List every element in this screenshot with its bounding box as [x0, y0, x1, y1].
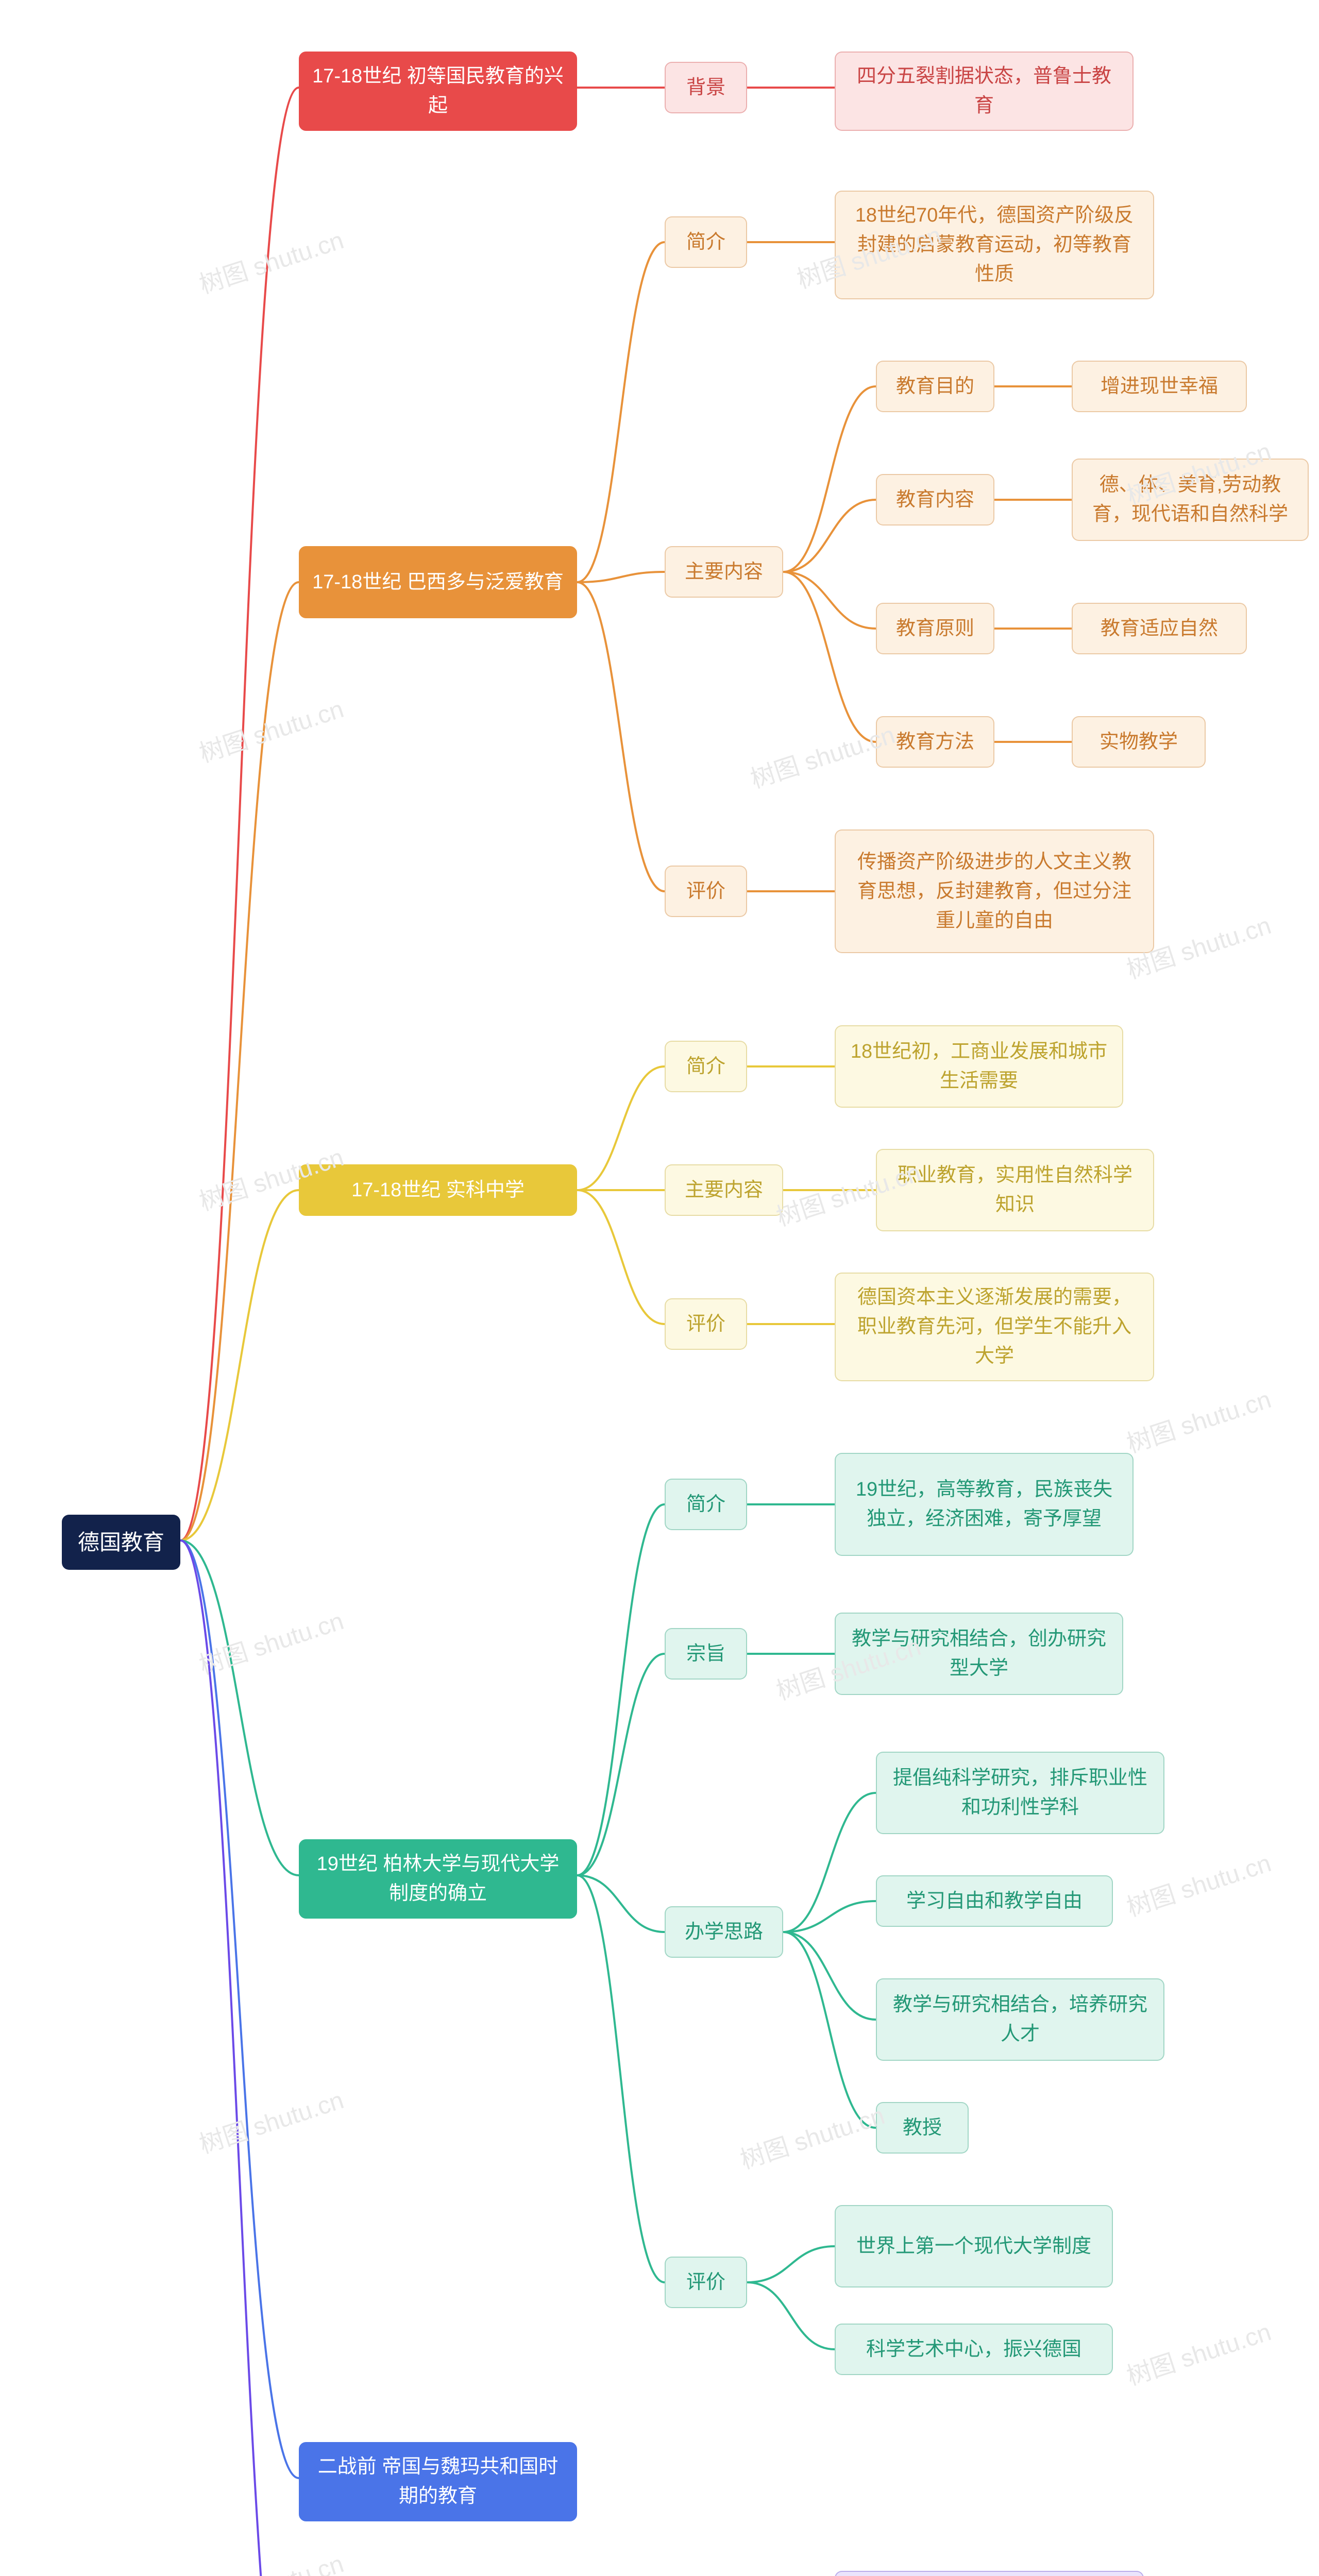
mindmap-node[interactable]: 教育方法 — [876, 716, 994, 768]
node-label: 简介 — [686, 1490, 725, 1519]
node-label: 简介 — [686, 228, 725, 257]
mindmap-node[interactable]: 科学艺术中心，振兴德国 — [835, 2324, 1113, 2375]
watermark: 树图 shutu.cn — [1121, 2312, 1275, 2392]
node-label: 17-18世纪 实科中学 — [351, 1176, 525, 1205]
watermark: 树图 shutu.cn — [194, 2544, 347, 2576]
mindmap-node[interactable]: 主要内容 — [665, 546, 783, 598]
node-label: 德国教育 — [78, 1526, 164, 1558]
mindmap-node[interactable]: 教育内容 — [876, 474, 994, 526]
mindmap-node[interactable]: 德、体、美育,劳动教育，现代语和自然科学 — [1072, 459, 1309, 541]
node-label: 四分五裂割据状态，普鲁士教育 — [848, 62, 1120, 121]
mindmap-node[interactable]: 评价 — [665, 1298, 747, 1350]
mindmap-node[interactable]: 主要内容 — [665, 1164, 783, 1216]
node-label: 背景 — [686, 73, 725, 103]
mindmap-node[interactable]: 18世纪70年代，德国资产阶级反封建的启蒙教育运动，初等教育性质 — [835, 191, 1154, 299]
mindmap-node[interactable]: 教育适应自然 — [1072, 603, 1247, 654]
node-label: 18世纪初，工商业发展和城市生活需要 — [848, 1037, 1110, 1096]
node-label: 宗旨 — [686, 1639, 725, 1669]
node-label: 19世纪 柏林大学与现代大学制度的确立 — [312, 1850, 564, 1908]
mindmap-node[interactable]: 简介 — [665, 1041, 747, 1092]
mindmap-node[interactable]: 职业教育，实用性自然科学知识 — [876, 1149, 1154, 1231]
watermark: 树图 shutu.cn — [1121, 1379, 1275, 1460]
node-label: 办学思路 — [685, 1918, 763, 1947]
mindmap-node[interactable]: 教授 — [876, 2102, 969, 2154]
node-label: 实物教学 — [1100, 727, 1178, 757]
mindmap-node[interactable]: 教育原则 — [876, 603, 994, 654]
node-label: 职业教育，实用性自然科学知识 — [889, 1161, 1141, 1219]
mindmap-root[interactable]: 德国教育 — [62, 1515, 180, 1570]
mindmap-node[interactable]: 17-18世纪 初等国民教育的兴起 — [299, 52, 577, 131]
watermark: 树图 shutu.cn — [194, 220, 347, 300]
node-label: 17-18世纪 初等国民教育的兴起 — [312, 62, 564, 121]
node-label: 19世纪，高等教育，民族丧失独立，经济困难，寄予厚望 — [848, 1475, 1120, 1534]
mindmap-node[interactable]: 传播资产阶级进步的人文主义教育思想，反封建教育，但过分注重儿童的自由 — [835, 829, 1154, 953]
node-label: 提倡纯科学研究，排斥职业性和功利性学科 — [889, 1764, 1151, 1822]
mindmap-node[interactable]: 17-18世纪 实科中学 — [299, 1164, 577, 1216]
node-label: 评价 — [686, 1310, 725, 1339]
mindmap-node[interactable]: 教学与研究相结合，培养研究人才 — [876, 1978, 1164, 2061]
watermark: 树图 shutu.cn — [194, 2080, 347, 2160]
mindmap-node[interactable]: 学习自由和教学自由 — [876, 1875, 1113, 1927]
mindmap-node[interactable]: 19世纪，高等教育，民族丧失独立，经济困难，寄予厚望 — [835, 1453, 1134, 1556]
watermark: 树图 shutu.cn — [194, 1601, 347, 1681]
mindmap-node[interactable]: 世界上第一个现代大学制度 — [835, 2205, 1113, 2287]
mindmap-node[interactable]: 德国资本主义逐渐发展的需要，职业教育先河，但学生不能升入大学 — [835, 1273, 1154, 1381]
mindmap-node[interactable]: 四分五裂割据状态，普鲁士教育 — [835, 52, 1134, 131]
mindmap-node[interactable]: 增进现世幸福 — [1072, 361, 1247, 412]
node-label: 教学与研究相结合，创办研究型大学 — [848, 1624, 1110, 1683]
node-label: 世界上第一个现代大学制度 — [856, 2232, 1091, 2261]
node-label: 教育方法 — [896, 727, 974, 757]
node-label: 学习自由和教学自由 — [906, 1887, 1083, 1916]
node-label: 教育适应自然 — [1101, 614, 1218, 643]
mindmap-node[interactable]: 19世纪 柏林大学与现代大学制度的确立 — [299, 1839, 577, 1919]
node-label: 教育原则 — [896, 614, 974, 643]
node-label: 17-18世纪 巴西多与泛爱教育 — [312, 568, 564, 597]
mindmap-node[interactable]: 提倡纯科学研究，排斥职业性和功利性学科 — [876, 1752, 1164, 1834]
watermark: 树图 shutu.cn — [735, 2095, 888, 2176]
node-label: 教育内容 — [896, 485, 974, 515]
node-label: 德、体、美育,劳动教育，现代语和自然科学 — [1085, 470, 1295, 529]
mindmap-node[interactable]: 18世纪初，工商业发展和城市生活需要 — [835, 1025, 1123, 1108]
node-label: 评价 — [686, 2268, 725, 2297]
node-label: 德国资本主义逐渐发展的需要，职业教育先河，但学生不能升入大学 — [848, 1283, 1141, 1371]
node-label: 二战前 帝国与魏玛共和国时期的教育 — [312, 2452, 564, 2511]
node-label: 简介 — [686, 1052, 725, 1081]
node-label: 教学与研究相结合，培养研究人才 — [889, 1990, 1151, 2049]
mindmap-node[interactable]: 教学与研究相结合，创办研究型大学 — [835, 1613, 1123, 1695]
mindmap-node[interactable]: 评价 — [665, 866, 747, 917]
node-label: 主要内容 — [685, 557, 763, 587]
mindmap-node[interactable]: 简介 — [665, 216, 747, 268]
mindmap-node[interactable]: 背景 — [665, 62, 747, 113]
mindmap-node[interactable]: 教育目的 — [876, 361, 994, 412]
mindmap-node[interactable]: 宗旨 — [665, 1628, 747, 1680]
watermark: 树图 shutu.cn — [1121, 1843, 1275, 1923]
mindmap-node[interactable]: 简介 — [665, 1479, 747, 1530]
node-label: 18世纪70年代，德国资产阶级反封建的启蒙教育运动，初等教育性质 — [848, 201, 1141, 289]
node-label: 主要内容 — [685, 1176, 763, 1205]
mindmap-node[interactable]: 办学思路 — [665, 1906, 783, 1958]
node-label: 教授 — [903, 2113, 942, 2143]
node-label: 教育目的 — [896, 372, 974, 401]
mindmap-node[interactable]: 二战前 帝国与魏玛共和国时期的教育 — [299, 2442, 577, 2521]
mindmap-node[interactable]: 二战后，受美苏影响，总纲计划探讨普通初等和中等教育的问题 — [835, 2571, 1144, 2576]
node-label: 增进现世幸福 — [1101, 372, 1218, 401]
mindmap-node[interactable]: 实物教学 — [1072, 716, 1206, 768]
node-label: 科学艺术中心，振兴德国 — [866, 2335, 1081, 2364]
mindmap-node[interactable]: 17-18世纪 巴西多与泛爱教育 — [299, 546, 577, 618]
node-label: 评价 — [686, 877, 725, 906]
watermark: 树图 shutu.cn — [194, 689, 347, 769]
mindmap-node[interactable]: 评价 — [665, 2257, 747, 2308]
node-label: 传播资产阶级进步的人文主义教育思想，反封建教育，但过分注重儿童的自由 — [848, 848, 1141, 936]
